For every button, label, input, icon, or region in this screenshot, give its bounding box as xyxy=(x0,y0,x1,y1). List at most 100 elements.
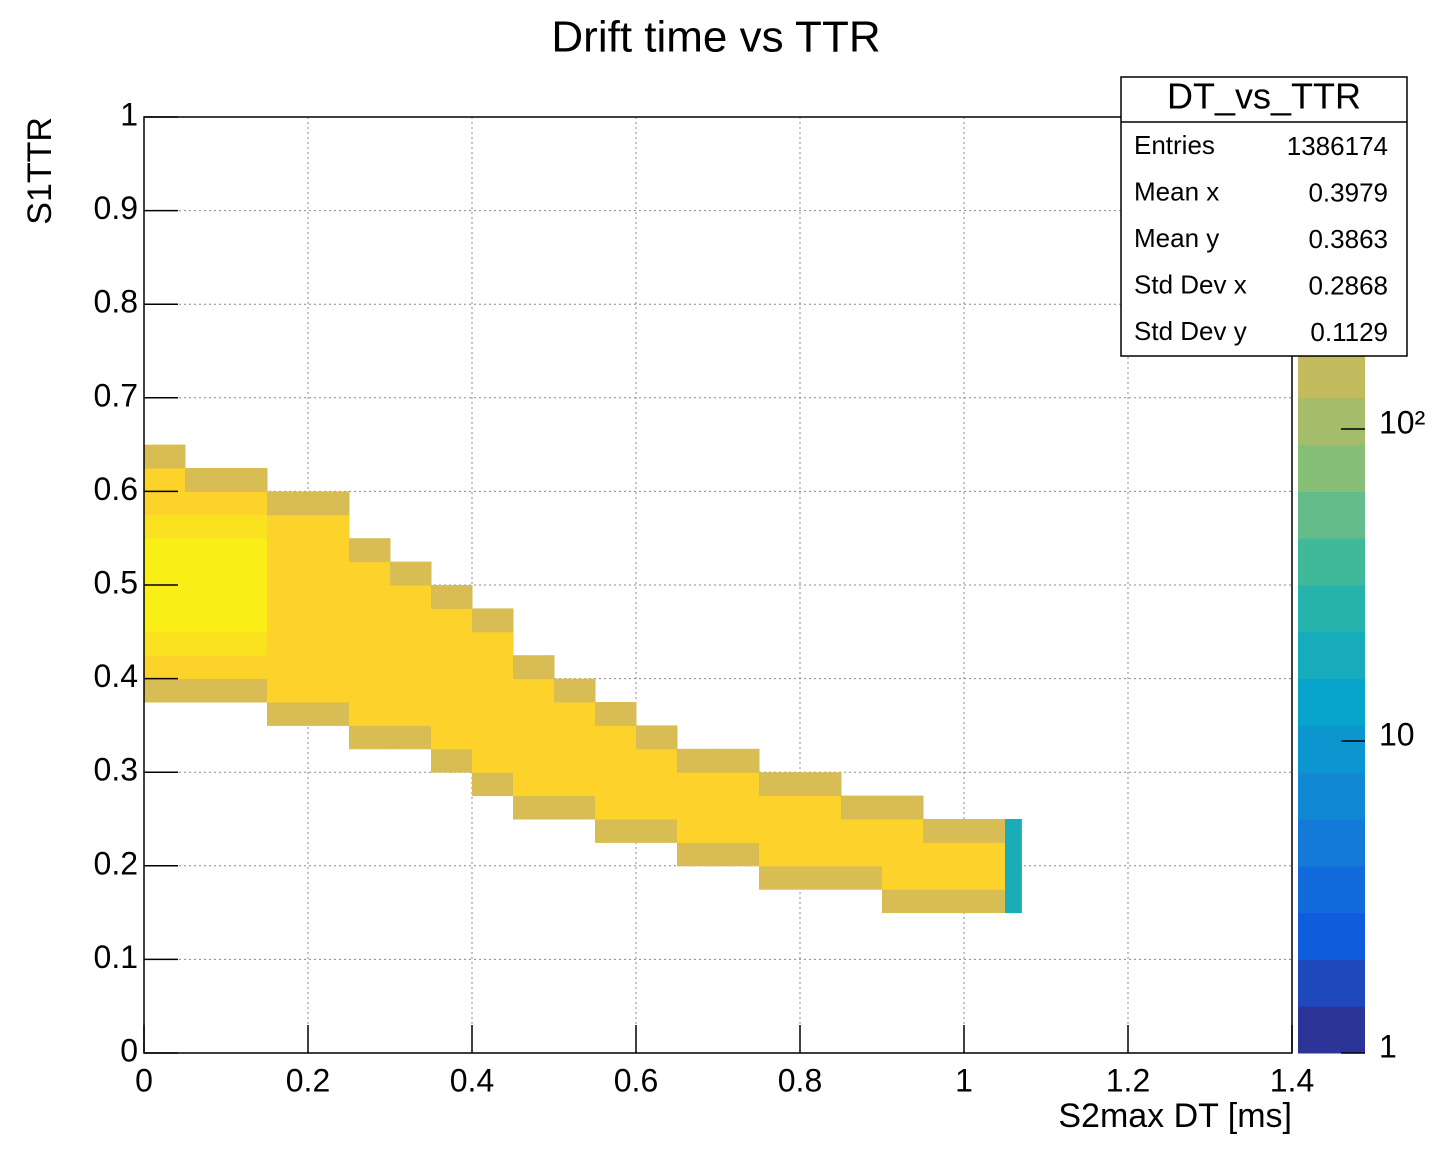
y-tick-label: 1 xyxy=(120,96,138,132)
heatmap-cell xyxy=(513,795,555,820)
heatmap-cell xyxy=(759,842,801,867)
heatmap-cell xyxy=(308,678,350,703)
heatmap-cell xyxy=(595,748,637,773)
heatmap-cell xyxy=(431,631,473,656)
heatmap-cell xyxy=(226,514,268,539)
heatmap-cell xyxy=(472,631,514,656)
heatmap-cell xyxy=(226,678,268,703)
heatmap-cell xyxy=(677,842,719,867)
stats-box: DT_vs_TTR Entries 1386174 Mean x 0.3979 Mean… xyxy=(1120,76,1408,357)
heatmap-cell xyxy=(308,702,350,726)
x-tick-label: 0.8 xyxy=(778,1062,822,1098)
heatmap-cell xyxy=(800,842,842,867)
color-bar-label: 10 xyxy=(1379,716,1415,752)
heatmap-cell xyxy=(308,538,350,563)
heatmap-cell xyxy=(267,585,309,609)
x-tick-label: 1.4 xyxy=(1270,1062,1314,1098)
heatmap-cell xyxy=(882,819,924,843)
heatmap-cell xyxy=(390,725,432,750)
heatmap-cell xyxy=(144,585,186,609)
heatmap-cell xyxy=(472,772,514,797)
color-bar-step xyxy=(1298,678,1365,726)
heatmap-cell xyxy=(800,865,842,890)
heatmap-cell xyxy=(349,585,391,609)
heatmap-cell xyxy=(554,748,596,773)
heatmap-cell xyxy=(882,795,924,820)
heatmap-cell xyxy=(390,702,432,726)
heatmap-cell xyxy=(718,772,760,797)
heatmap-cell xyxy=(431,678,473,703)
heatmap-cell xyxy=(1005,842,1022,867)
heatmap-cell xyxy=(390,678,432,703)
heatmap-cell xyxy=(185,585,227,609)
heatmap-cell xyxy=(677,772,719,797)
heatmap-cell xyxy=(431,608,473,633)
color-bar-step xyxy=(1298,959,1365,1007)
heatmap-cell xyxy=(800,795,842,820)
x-tick-label: 0.2 xyxy=(286,1062,330,1098)
color-bar-step xyxy=(1298,585,1365,633)
heatmap-cell xyxy=(636,725,678,750)
x-tick-label: 1.2 xyxy=(1106,1062,1150,1098)
heatmap-cell xyxy=(308,514,350,539)
heatmap-cell xyxy=(267,655,309,680)
heatmap-cell xyxy=(677,795,719,820)
heatmap-cell xyxy=(554,725,596,750)
heatmap-cell xyxy=(431,725,473,750)
color-bar-step xyxy=(1298,819,1365,867)
stats-value: 0.3863 xyxy=(1308,224,1388,254)
heatmap-cell xyxy=(1005,865,1022,890)
color-bar-step xyxy=(1298,865,1365,914)
heatmap-cell xyxy=(923,865,965,890)
stats-frame xyxy=(1120,76,1408,357)
heatmap-cell xyxy=(185,468,227,492)
heatmap-cell xyxy=(636,772,678,797)
heatmap-cell xyxy=(144,538,186,563)
stats-value: 0.2868 xyxy=(1308,270,1388,300)
heatmap-cell xyxy=(144,655,186,680)
y-tick-label: 0.4 xyxy=(94,658,138,694)
heatmap-cell xyxy=(349,655,391,680)
color-bar-step xyxy=(1298,397,1365,446)
heatmap-cell xyxy=(308,655,350,680)
heatmap-cell xyxy=(759,772,801,797)
heatmap-cell xyxy=(718,748,760,773)
heatmap-cell xyxy=(595,702,637,726)
heatmap-cell xyxy=(349,561,391,586)
heatmap-cell xyxy=(185,514,227,539)
heatmap-cell xyxy=(841,795,883,820)
heatmap-cell xyxy=(636,819,678,843)
heatmap-cell xyxy=(882,889,924,914)
heatmap-cell xyxy=(267,608,309,633)
x-axis-label: S2max DT [ms] xyxy=(1058,1097,1292,1135)
heatmap-cell xyxy=(308,561,350,586)
heatmap-cell xyxy=(226,655,268,680)
heatmap-cell xyxy=(882,865,924,890)
stats-title: DT_vs_TTR xyxy=(1167,76,1361,117)
heatmap-cell xyxy=(431,748,473,773)
y-tick-label: 0.8 xyxy=(94,284,138,320)
y-tick-label: 0.3 xyxy=(94,752,138,788)
heatmap-cell xyxy=(513,772,555,797)
y-tick-label: 0.9 xyxy=(94,190,138,226)
color-bar-label: 10² xyxy=(1379,404,1426,440)
heatmap-cell xyxy=(472,748,514,773)
heatmap-cell xyxy=(718,819,760,843)
heatmap-cell xyxy=(513,655,555,680)
stats-name: Std Dev x xyxy=(1134,269,1247,299)
heatmap-cell xyxy=(472,702,514,726)
chart-title: Drift time vs TTR xyxy=(551,13,880,62)
heatmap-cell xyxy=(226,538,268,563)
heatmap-cell xyxy=(390,585,432,609)
heatmap-cell xyxy=(144,608,186,633)
heatmap-cell xyxy=(472,655,514,680)
heatmap-cell xyxy=(226,631,268,656)
heatmap-cell xyxy=(554,678,596,703)
heatmap-cell xyxy=(923,889,965,914)
heatmap-cell xyxy=(800,819,842,843)
heatmap-cell xyxy=(964,819,1006,843)
heatmap-cell xyxy=(144,444,186,469)
heatmap-cell xyxy=(349,725,391,750)
y-tick-label: 0.2 xyxy=(94,845,138,881)
color-bar-step xyxy=(1298,631,1365,680)
